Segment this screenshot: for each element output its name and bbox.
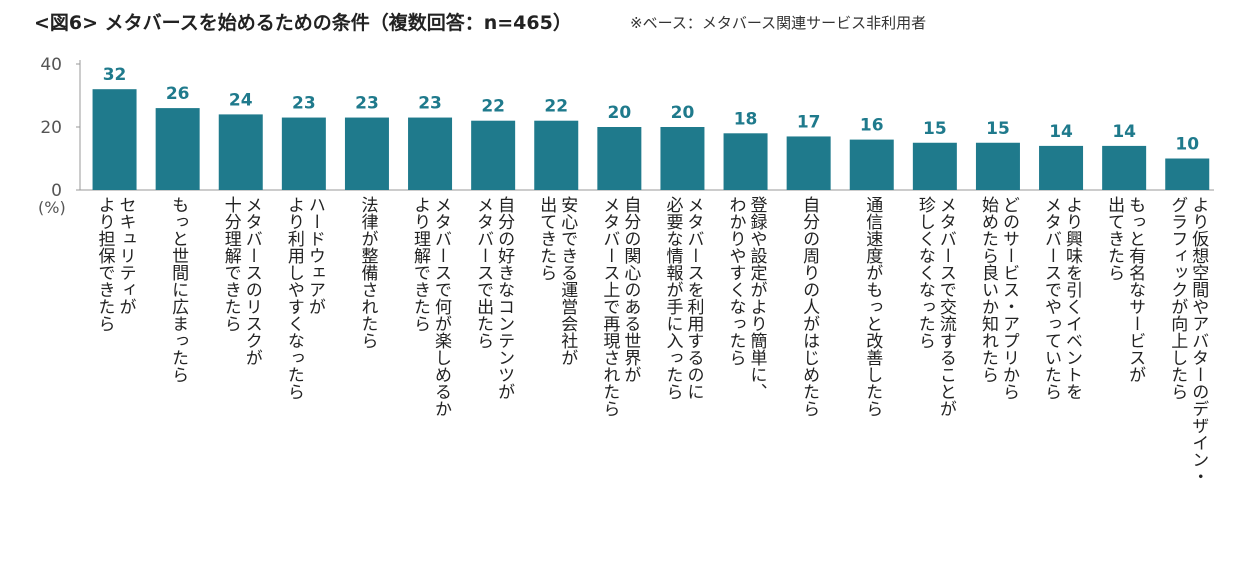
bar — [281, 117, 326, 190]
category-label: メタバースで何が楽しめるか より理解できたら — [410, 196, 452, 417]
bar-value-label: 22 — [544, 97, 568, 117]
bar — [849, 139, 894, 190]
bar-value-label: 17 — [797, 112, 821, 132]
chart-title: <図6> メタバースを始めるための条件（複数回答：n=465） — [34, 12, 572, 34]
category-label: より仮想空間やアバターのデザイン・ グラフィックが向上したら — [1167, 196, 1209, 485]
category-label: 法律が整備されたら — [357, 196, 378, 349]
bar-value-label: 14 — [1049, 122, 1073, 142]
category-label: メタバースで交流することが 珍しくなくなったら — [914, 196, 956, 417]
bar — [344, 117, 389, 190]
bar — [534, 120, 579, 190]
bar-value-label: 32 — [103, 65, 127, 85]
bar — [1165, 158, 1210, 190]
category-label: セキュリティが より担保できたら — [94, 196, 136, 332]
bar — [155, 108, 200, 190]
category-label: もっと有名なサービスが 出てきたら — [1104, 196, 1146, 383]
bar — [597, 127, 642, 190]
category-label: 登録や設定がより簡単に、 わかりやすくなったら — [725, 196, 767, 400]
y-tick-label: 0 — [51, 181, 62, 201]
bar-value-label: 22 — [481, 97, 505, 117]
bar-value-label: 15 — [923, 119, 947, 139]
bar — [912, 142, 957, 190]
bar — [1039, 145, 1084, 190]
bar — [975, 142, 1020, 190]
category-label: ハードウェアが より利用しやすくなったら — [283, 196, 325, 400]
bar — [218, 114, 263, 190]
category-label: 自分の好きなコンテンツが メタバースで出たら — [473, 196, 515, 400]
bar — [660, 127, 705, 190]
category-label: より興味を引くイベントを メタバースでやっていたら — [1041, 196, 1083, 400]
bar — [471, 120, 516, 190]
category-label: 自分の周りの人がはじめたら — [799, 196, 820, 417]
bar-value-label: 23 — [292, 94, 316, 114]
bar-value-label: 23 — [355, 94, 379, 114]
bar — [723, 133, 768, 190]
category-label: メタバースのリスクが 十分理解できたら — [220, 196, 262, 366]
bar-value-label: 23 — [418, 94, 442, 114]
bar-value-label: 20 — [608, 103, 632, 123]
y-tick-label: 40 — [40, 55, 62, 75]
bar — [408, 117, 453, 190]
base-note: ※ベース：メタバース関連サービス非利用者 — [630, 14, 927, 32]
category-label: メタバースを利用するのに 必要な情報が手に入ったら — [662, 196, 704, 400]
category-label: 通信速度がもっと改善したら — [862, 196, 883, 417]
category-label: どのサービス・アプリから 始めたら良いか知れたら — [977, 196, 1019, 400]
category-label: 自分の関心のある世界が メタバース上で再現されたら — [599, 196, 641, 417]
bar-value-label: 14 — [1112, 122, 1136, 142]
bar-value-label: 16 — [860, 116, 884, 136]
bar-value-label: 26 — [166, 84, 190, 104]
bar — [92, 89, 137, 190]
y-axis-unit: (%) — [38, 198, 66, 217]
y-tick-label: 20 — [40, 118, 62, 138]
bar-value-label: 24 — [229, 90, 253, 110]
category-label: もっと世間に広まったら — [168, 196, 189, 383]
bar — [786, 136, 831, 190]
bar-value-label: 18 — [734, 109, 758, 129]
bar-value-label: 10 — [1175, 135, 1199, 155]
category-label: 安心できる運営会社が 出てきたら — [536, 196, 578, 366]
bar — [1102, 145, 1147, 190]
bar-value-label: 20 — [671, 103, 695, 123]
bar-value-label: 15 — [986, 119, 1010, 139]
